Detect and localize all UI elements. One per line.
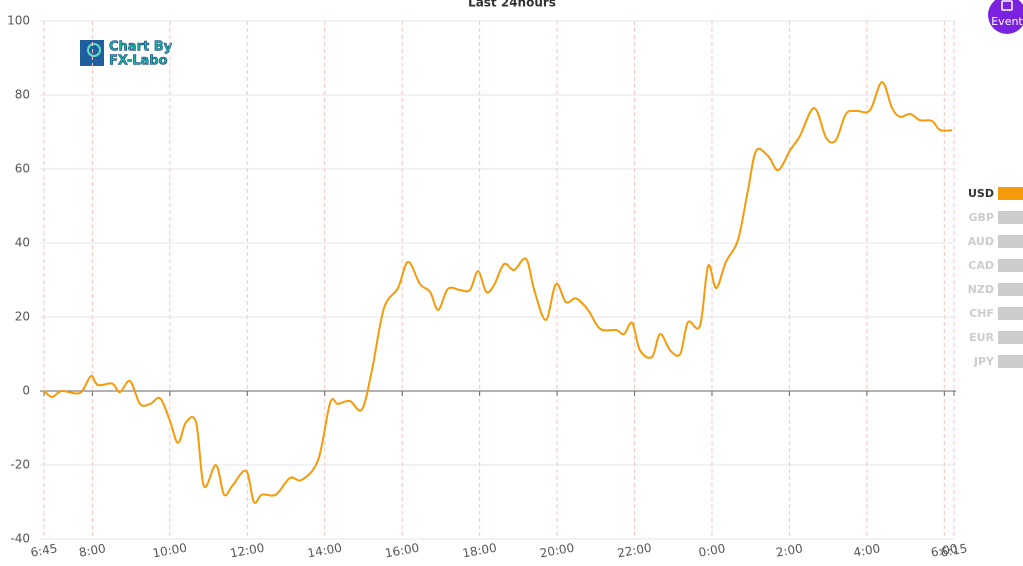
event-icon: [1001, 0, 1013, 11]
logo: Chart By FX-Labo: [80, 39, 173, 69]
legend-swatch: [998, 355, 1023, 368]
legend-swatch: [998, 187, 1023, 200]
legend-swatch: [998, 283, 1023, 296]
x-tick-label: 12:00: [229, 541, 265, 561]
x-tick-label: 18:00: [461, 541, 497, 561]
x-tick-label: 20:00: [539, 541, 575, 561]
legend-swatch: [998, 307, 1023, 320]
x-tick-label: 14:00: [306, 541, 342, 561]
x-tick-label: 10:00: [152, 541, 188, 561]
x-tick-label: 2:00: [775, 541, 804, 559]
y-tick-label: 0: [22, 384, 30, 398]
legend-label: JPY: [973, 355, 995, 368]
legend-swatch: [998, 211, 1023, 224]
event-button[interactable]: Event: [988, 0, 1023, 34]
y-tick-label: -20: [10, 458, 30, 472]
x-tick-label: 8:00: [78, 541, 107, 559]
x-tick-label: 0:00: [697, 541, 726, 559]
x-tick-label: 6:00: [930, 541, 959, 559]
legend-label: USD: [968, 187, 994, 200]
x-tick-label: 22:00: [616, 541, 652, 561]
x-tick-label: 6:15: [939, 541, 968, 559]
event-button-bg[interactable]: [988, 0, 1023, 34]
legend-label: NZD: [968, 283, 994, 296]
x-tick-label: 4:00: [852, 541, 881, 559]
legend-label: AUD: [968, 235, 994, 248]
logo-text: FX-Labo: [109, 54, 168, 69]
legend-swatch: [998, 259, 1023, 272]
x-tick-label: 16:00: [384, 541, 420, 561]
line-series: [43, 81, 953, 504]
legend-label: EUR: [969, 331, 994, 344]
legend-swatch: [998, 331, 1023, 344]
y-tick-label: 80: [15, 88, 30, 102]
y-tick-label: 20: [15, 310, 30, 324]
legend-label: CAD: [968, 259, 994, 272]
logo-text: Chart By: [109, 40, 173, 55]
y-tick-label: 100: [7, 14, 30, 28]
legend-swatch: [998, 235, 1023, 248]
legend-label: GBP: [969, 211, 994, 224]
x-tick-label: 6:45: [29, 541, 58, 559]
y-tick-label: 40: [15, 236, 30, 250]
y-tick-label: 60: [15, 162, 30, 176]
chart-title: Last 24hours: [468, 0, 556, 10]
y-tick-label: -40: [10, 532, 30, 546]
legend-label: CHF: [969, 307, 994, 320]
logo-icon: [87, 43, 101, 57]
event-label[interactable]: Event: [991, 15, 1023, 28]
